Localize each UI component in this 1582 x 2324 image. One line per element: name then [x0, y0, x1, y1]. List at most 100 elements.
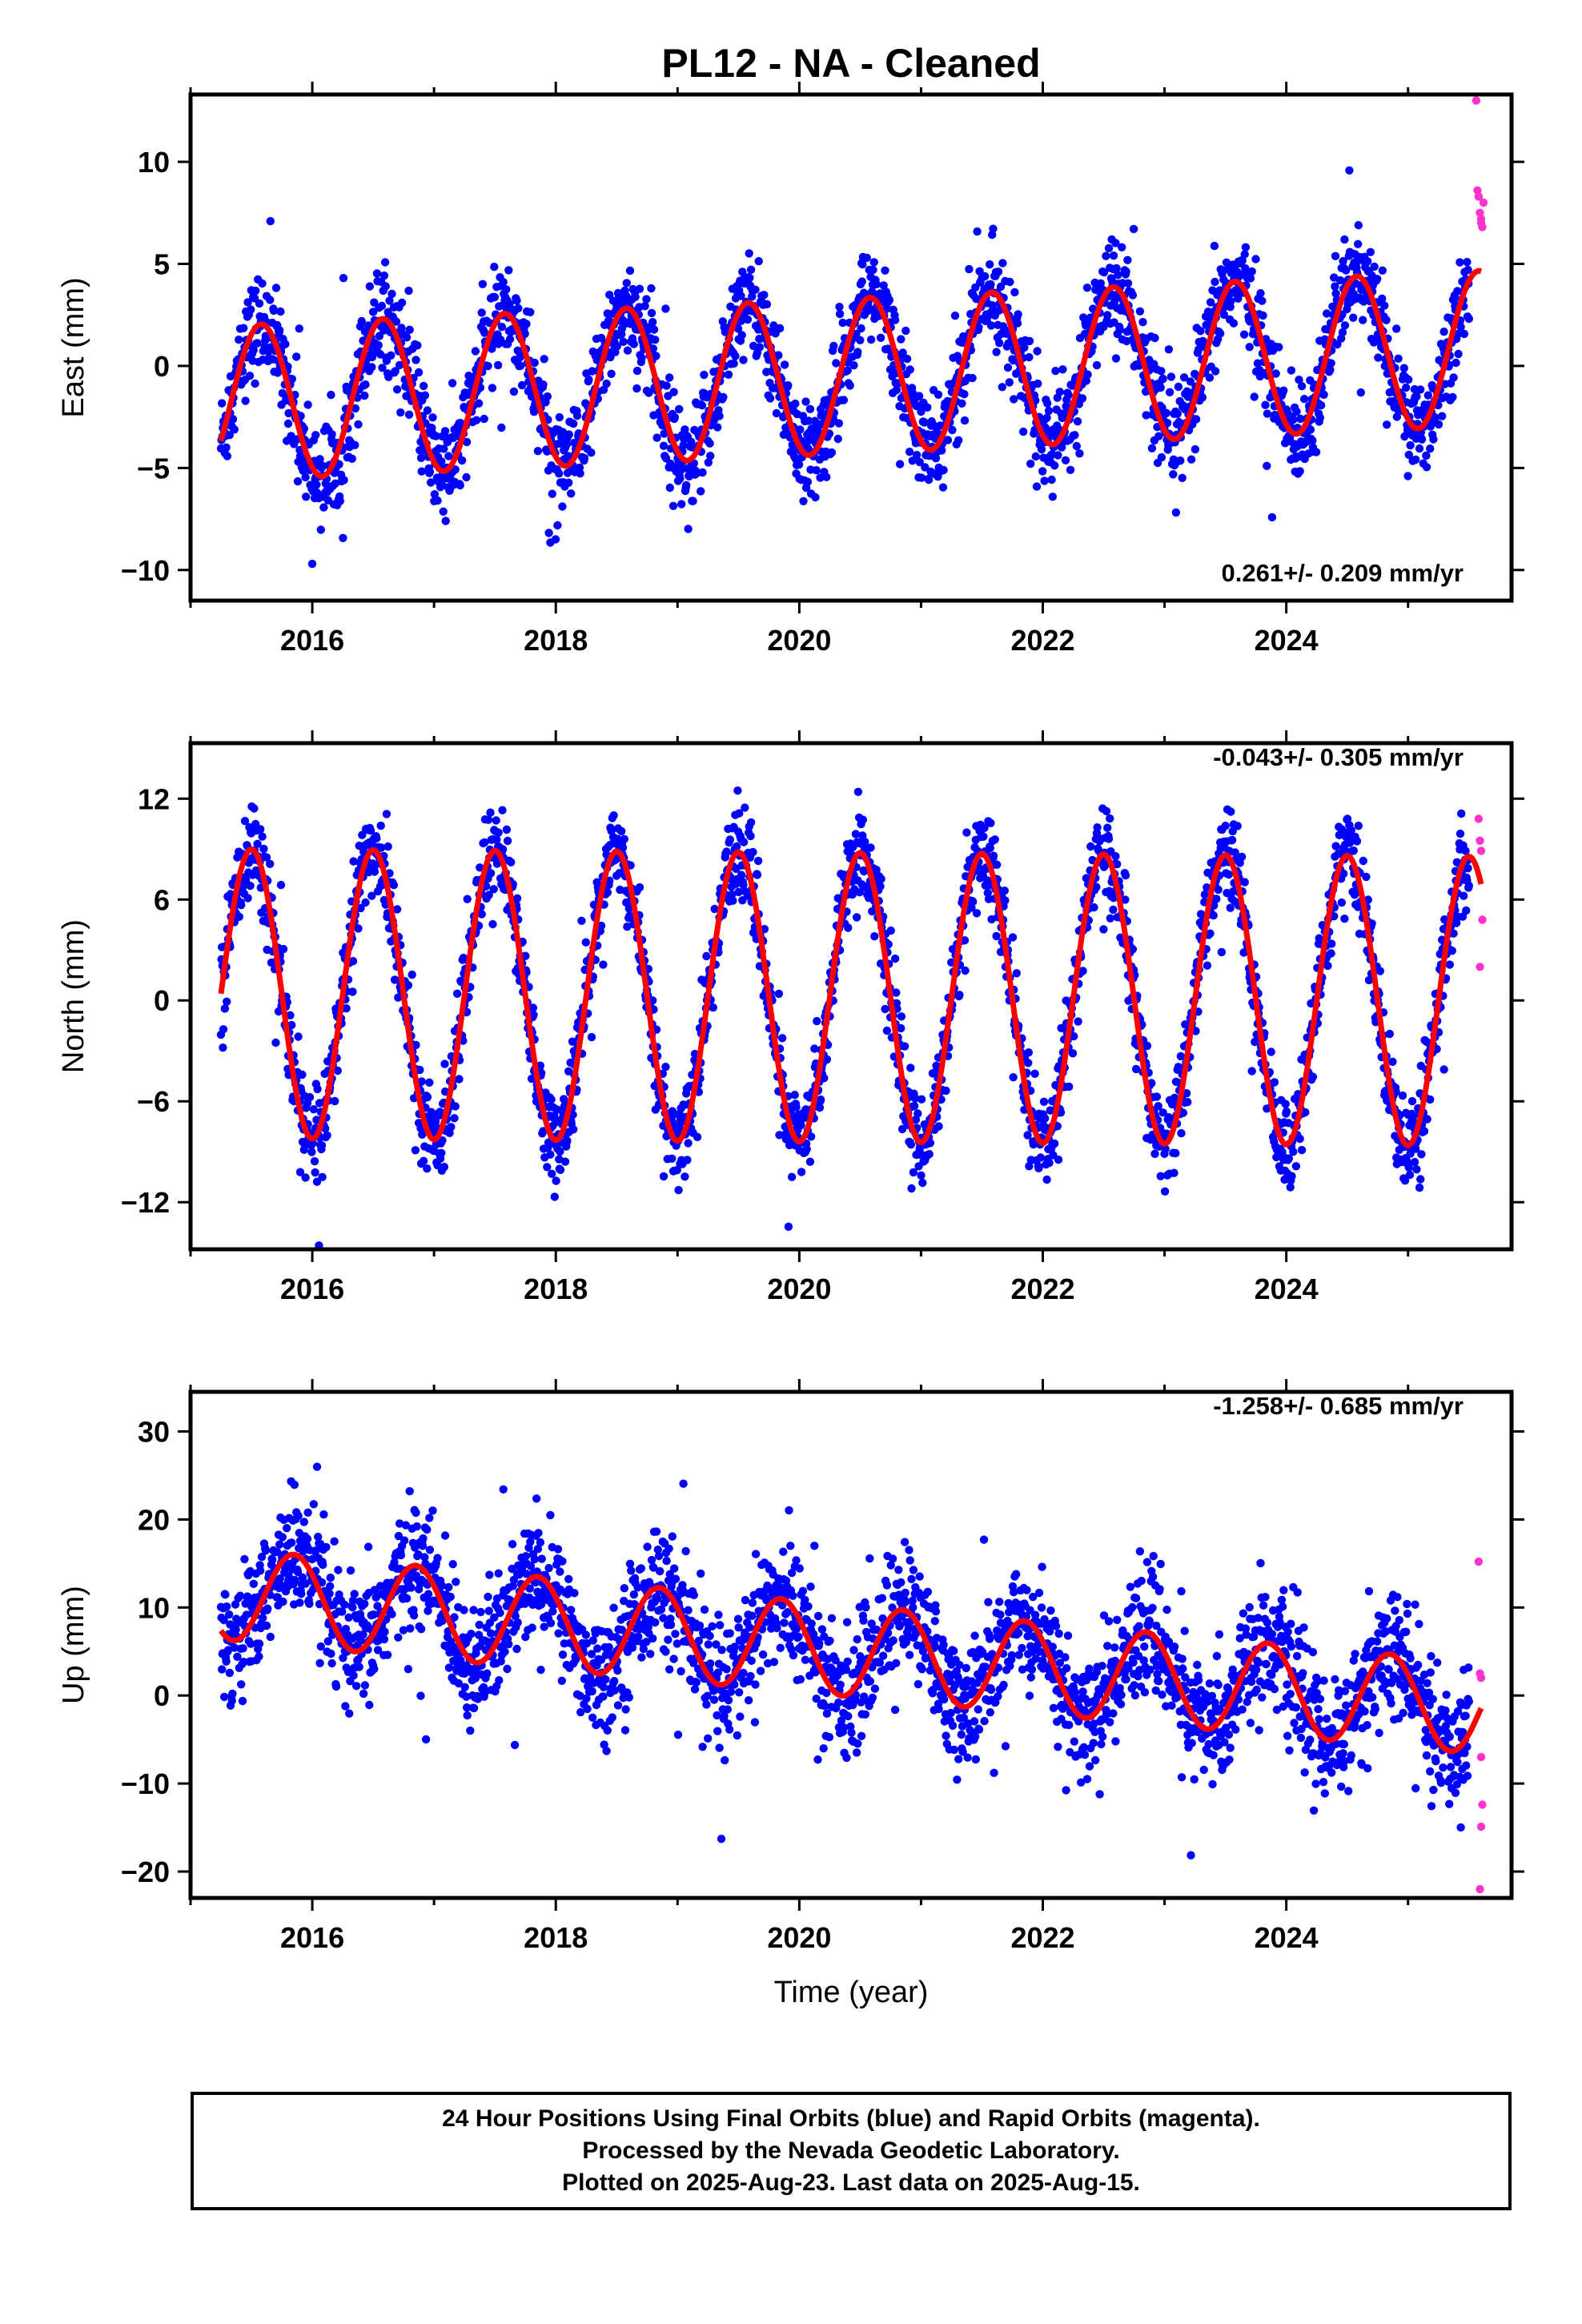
final-orbit-point: [1287, 1172, 1296, 1180]
final-orbit-point: [1073, 417, 1082, 426]
final-orbit-point: [1227, 835, 1237, 845]
final-orbit-point: [509, 387, 519, 396]
final-orbit-point: [349, 857, 358, 866]
final-orbit-point: [872, 866, 881, 875]
final-orbit-point: [709, 1003, 717, 1012]
final-orbit-point: [1026, 459, 1035, 468]
final-orbit-point: [251, 286, 260, 296]
final-orbit-point: [683, 1156, 692, 1164]
final-orbit-point: [1109, 905, 1118, 915]
final-orbit-point: [472, 416, 481, 424]
final-orbit-point: [367, 363, 376, 372]
final-orbit-point: [1399, 364, 1409, 372]
final-orbit-point: [1308, 436, 1317, 445]
final-orbit-point: [1186, 455, 1196, 464]
final-orbit-point: [522, 320, 531, 328]
final-orbit-point: [474, 399, 484, 408]
final-orbit-point: [994, 267, 1003, 276]
final-orbit-point: [1047, 475, 1056, 485]
final-orbit-point: [738, 267, 747, 276]
final-orbit-point: [804, 416, 813, 425]
final-orbit-point: [797, 1121, 805, 1130]
final-orbit-point: [503, 836, 512, 846]
final-orbit-point: [872, 279, 881, 289]
final-orbit-point: [404, 981, 413, 990]
final-orbit-point: [382, 810, 391, 818]
final-orbit-point: [327, 430, 336, 439]
final-orbit-point: [1227, 807, 1235, 816]
final-orbit-point: [1104, 243, 1114, 253]
final-orbit-point: [1075, 449, 1084, 458]
final-orbit-point: [507, 858, 516, 866]
final-orbit-point: [996, 282, 1006, 292]
final-orbit-point: [392, 905, 402, 914]
final-orbit-point: [762, 300, 772, 309]
final-orbit-point: [869, 265, 877, 275]
final-orbit-point: [799, 497, 808, 505]
final-orbit-point: [1072, 441, 1082, 451]
final-orbit-point: [1003, 363, 1013, 372]
final-orbit-point: [1426, 444, 1435, 453]
final-orbit-point: [1256, 289, 1265, 298]
rapid-orbit-point: [1476, 208, 1484, 217]
final-orbit-point: [803, 477, 813, 486]
final-orbit-point: [305, 1092, 315, 1102]
final-orbit-point: [1150, 333, 1159, 343]
final-orbit-point: [1042, 1175, 1051, 1184]
final-orbit-point: [665, 483, 674, 493]
final-orbit-point: [612, 342, 621, 351]
final-orbit-point: [391, 367, 400, 376]
final-orbit-point: [908, 456, 917, 465]
final-orbit-point: [855, 888, 864, 897]
final-orbit-point: [838, 318, 847, 328]
final-orbit-point: [1463, 258, 1472, 267]
final-orbit-point: [512, 894, 522, 903]
final-orbit-point: [405, 325, 414, 334]
final-orbit-point: [1354, 221, 1363, 230]
final-orbit-point: [926, 1139, 935, 1148]
final-orbit-point: [1142, 1041, 1152, 1051]
final-orbit-point: [315, 455, 324, 464]
final-orbit-point: [1099, 925, 1108, 934]
final-orbit-point: [960, 390, 969, 399]
final-orbit-point: [1174, 382, 1183, 392]
final-orbit-point: [1237, 852, 1247, 862]
final-orbit-point: [327, 390, 335, 400]
final-orbit-point: [1112, 263, 1121, 273]
final-orbit-point: [253, 839, 262, 849]
final-orbit-point: [1366, 247, 1375, 256]
final-orbit-point: [1025, 336, 1034, 346]
final-orbit-point: [361, 898, 370, 907]
final-orbit-point: [1349, 313, 1358, 322]
final-orbit-point: [1037, 444, 1046, 454]
final-orbit-point: [1356, 388, 1366, 397]
final-orbit-point: [844, 923, 853, 932]
final-orbit-point: [1051, 367, 1060, 376]
final-orbit-point: [1219, 310, 1229, 320]
final-orbit-point: [907, 1184, 916, 1193]
final-orbit-point: [777, 1034, 787, 1043]
final-orbit-point: [1291, 1162, 1301, 1171]
final-orbit-point: [668, 1154, 677, 1164]
final-orbit-point: [986, 321, 996, 330]
final-orbit-point: [792, 1103, 801, 1112]
final-orbit-point: [1154, 1102, 1162, 1111]
final-orbit-point: [834, 419, 844, 428]
final-orbit-point: [1106, 814, 1114, 823]
final-orbit-point: [972, 909, 982, 918]
final-orbit-point: [1214, 885, 1223, 895]
final-orbit-point: [774, 351, 783, 360]
final-orbit-point: [827, 448, 837, 457]
y-tick-label: −5: [137, 452, 170, 485]
final-orbit-point: [1147, 444, 1157, 452]
final-orbit-point: [1422, 451, 1431, 460]
final-orbit-point: [1394, 354, 1403, 363]
final-orbit-point: [1099, 267, 1109, 277]
plot-frame: [188, 92, 1514, 603]
final-orbit-point: [426, 478, 436, 487]
final-orbit-point: [437, 1148, 446, 1158]
final-orbit-point: [1327, 359, 1335, 368]
final-orbit-point: [881, 1004, 889, 1014]
final-orbit-point: [737, 316, 746, 325]
final-orbit-point: [404, 286, 413, 296]
